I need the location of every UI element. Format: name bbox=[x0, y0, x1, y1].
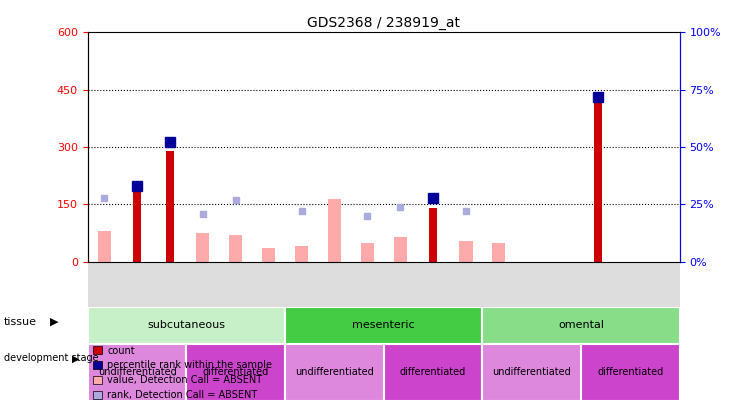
Text: ▶: ▶ bbox=[50, 317, 58, 327]
Bar bbox=[482, 307, 680, 343]
Text: mesenteric: mesenteric bbox=[352, 320, 415, 330]
Bar bbox=[186, 343, 285, 401]
Bar bbox=[285, 343, 384, 401]
Bar bbox=[196, 233, 209, 262]
Bar bbox=[285, 307, 482, 343]
Bar bbox=[482, 343, 581, 401]
Bar bbox=[262, 248, 275, 262]
Bar bbox=[327, 199, 341, 262]
Text: subcutaneous: subcutaneous bbox=[148, 320, 225, 330]
Text: differentiated: differentiated bbox=[400, 367, 466, 377]
Bar bbox=[493, 243, 506, 262]
Bar bbox=[384, 343, 482, 401]
Bar bbox=[360, 243, 374, 262]
Bar bbox=[88, 343, 186, 401]
Bar bbox=[229, 235, 242, 262]
Bar bbox=[97, 231, 111, 262]
Text: undifferentiated: undifferentiated bbox=[98, 367, 176, 377]
Text: undifferentiated: undifferentiated bbox=[295, 367, 374, 377]
Bar bbox=[88, 307, 285, 343]
Text: undifferentiated: undifferentiated bbox=[493, 367, 571, 377]
Bar bbox=[594, 101, 602, 262]
Text: differentiated: differentiated bbox=[597, 367, 664, 377]
Bar bbox=[295, 246, 308, 262]
Text: development stage: development stage bbox=[4, 354, 98, 363]
Text: ▶: ▶ bbox=[72, 354, 79, 363]
Text: omental: omental bbox=[558, 320, 604, 330]
Text: tissue: tissue bbox=[4, 317, 37, 327]
Text: differentiated: differentiated bbox=[202, 367, 269, 377]
Legend: count, percentile rank within the sample, value, Detection Call = ABSENT, rank, : count, percentile rank within the sample… bbox=[93, 345, 272, 400]
Bar bbox=[459, 241, 472, 262]
Bar bbox=[429, 208, 437, 262]
Bar bbox=[133, 185, 141, 262]
Bar bbox=[581, 343, 680, 401]
Bar bbox=[393, 237, 406, 262]
Title: GDS2368 / 238919_at: GDS2368 / 238919_at bbox=[307, 16, 461, 30]
Bar bbox=[166, 151, 174, 262]
